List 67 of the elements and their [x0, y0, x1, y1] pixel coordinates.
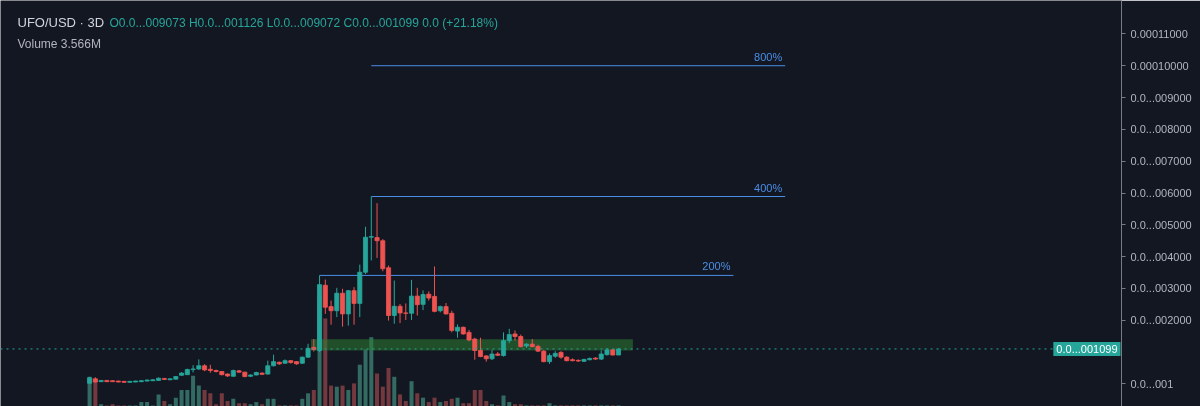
y-tick-label: 0.0...002000	[1130, 314, 1192, 327]
bar	[380, 386, 385, 406]
y-tick-label: 0.0...001	[1130, 377, 1174, 390]
candlestick	[414, 287, 420, 316]
annotation: 200%	[702, 260, 731, 273]
bar	[323, 318, 328, 406]
candlestick	[340, 288, 346, 328]
candlestick	[409, 279, 414, 321]
annotation: O0.0...009073 H0.0...001126 L0.0...009072 C0.0...001099 0.0 (+21.18%)	[109, 15, 498, 30]
bar	[173, 397, 178, 406]
bar	[444, 401, 449, 406]
bar	[334, 386, 339, 406]
bar	[398, 394, 403, 406]
bar	[340, 385, 345, 406]
bar	[225, 401, 230, 406]
bar	[306, 393, 311, 406]
bar	[392, 376, 397, 406]
bar	[196, 385, 201, 406]
bar	[415, 393, 420, 406]
bar	[346, 390, 351, 406]
bar	[231, 398, 236, 406]
ref-line-label: 0.0...001099	[1056, 342, 1118, 355]
bar	[352, 383, 357, 406]
bar	[300, 398, 305, 406]
bar	[386, 367, 391, 406]
y-tick-label: 0.0...004000	[1130, 250, 1192, 263]
annotation: 800%	[754, 50, 783, 63]
y-tick-label: 0.00010000	[1130, 59, 1189, 72]
candlestick	[420, 289, 426, 311]
y-tick-label: 0.0...003000	[1130, 282, 1192, 295]
bar	[438, 402, 443, 406]
bar	[409, 381, 414, 406]
bar	[242, 403, 247, 406]
annotation: Volume 3.566M	[17, 36, 101, 51]
bar	[449, 398, 454, 406]
candlestick	[351, 286, 357, 326]
candlestick	[334, 287, 340, 318]
bar	[219, 393, 224, 406]
candlestick	[391, 280, 397, 325]
y-tick-label: 0.00011000	[1130, 27, 1188, 40]
bar	[156, 394, 161, 406]
bar	[357, 364, 362, 406]
bar	[271, 398, 276, 406]
bar	[311, 390, 316, 406]
bar	[432, 397, 437, 406]
bar	[237, 403, 242, 406]
bar	[403, 401, 408, 406]
bar	[426, 402, 431, 406]
y-tick-label: 0.0...005000	[1130, 218, 1192, 231]
bar	[467, 403, 472, 406]
bar	[162, 401, 167, 406]
annotation: 400%	[754, 181, 783, 194]
bar	[375, 373, 380, 406]
bar	[461, 403, 466, 406]
y-tick-label: 0.0...008000	[1130, 123, 1192, 136]
bar	[191, 375, 196, 406]
bar	[472, 390, 477, 406]
bar	[329, 385, 334, 406]
bar	[455, 397, 460, 406]
text: UFO/USD · 3D	[17, 15, 105, 30]
bar	[421, 397, 426, 406]
bar	[265, 398, 270, 406]
y-tick-label: 0.0...009000	[1130, 91, 1192, 104]
candlestick	[345, 289, 351, 327]
y-tick-label: 0.0...007000	[1130, 155, 1192, 168]
bar	[145, 402, 150, 406]
y-tick-label: 0.0...006000	[1130, 187, 1192, 199]
